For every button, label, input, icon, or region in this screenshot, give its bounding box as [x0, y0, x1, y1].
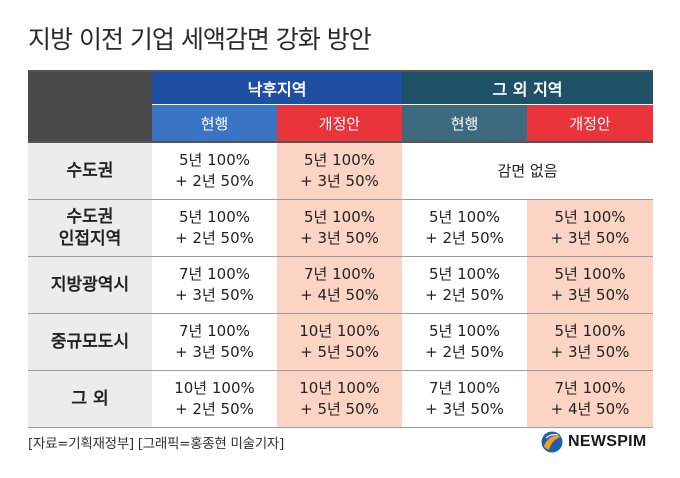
row-label: 수도권 — [28, 141, 152, 200]
cell-g1-current: 7년 100% + 3년 50% — [152, 313, 277, 371]
table-row: 수도권 5년 100% + 2년 50% 5년 100% + 3년 50% 감면 없… — [28, 141, 654, 200]
source-credit: [자료=기획재정부] [그래픽=홍종현 미술기자] — [28, 436, 284, 452]
top-rule — [28, 70, 653, 72]
cell-g1-current: 5년 100% + 2년 50% — [152, 141, 277, 200]
cell-g2-revised: 5년 100% + 3년 50% — [527, 256, 654, 314]
cell-g1-revised: 10년 100% + 5년 50% — [277, 313, 403, 371]
table-row: 그 외 10년 100% + 2년 50% 10년 100% + 5년 50% 7년… — [28, 370, 654, 428]
cell-g1-current: 7년 100% + 3년 50% — [152, 256, 277, 314]
table-row: 중규모도시 7년 100% + 3년 50% 10년 100% + 5년 50% 5… — [28, 313, 654, 371]
cell-g1-revised: 10년 100% + 5년 50% — [277, 370, 403, 428]
header-g2-revised: 개정안 — [527, 104, 654, 142]
newspim-logo: NEWSPIM — [540, 430, 647, 454]
cell-g2-current: 7년 100% + 3년 50% — [402, 370, 528, 428]
table-row: 수도권 인접지역 5년 100% + 2년 50% 5년 100% + 3년 50% … — [28, 199, 654, 257]
cell-g2-no-reduction: 감면 없음 — [402, 141, 654, 200]
page-title: 지방 이전 기업 세액감면 강화 방안 — [28, 25, 372, 54]
cell-g2-revised: 7년 100% + 4년 50% — [527, 370, 654, 428]
tax-reduction-table: 낙후지역 그 외 지역 현행 개정안 현행 개정안 수도권 5년 100% + 2… — [28, 72, 654, 428]
cell-g2-revised: 5년 100% + 3년 50% — [527, 199, 654, 257]
row-label: 그 외 — [28, 370, 152, 428]
table-row: 지방광역시 7년 100% + 3년 50% 7년 100% + 4년 50% 5년… — [28, 256, 654, 314]
cell-g1-current: 10년 100% + 2년 50% — [152, 370, 277, 428]
header-corner — [28, 72, 152, 142]
row-label: 중규모도시 — [28, 313, 152, 371]
cell-g2-revised: 5년 100% + 3년 50% — [527, 313, 654, 371]
cell-g2-current: 5년 100% + 2년 50% — [402, 313, 528, 371]
cell-g2-current: 5년 100% + 2년 50% — [402, 256, 528, 314]
cell-g1-current: 5년 100% + 2년 50% — [152, 199, 277, 257]
cell-g2-current: 5년 100% + 2년 50% — [402, 199, 528, 257]
header-group-underdeveloped: 낙후지역 — [152, 72, 403, 105]
header-g2-current: 현행 — [402, 104, 528, 142]
newspim-globe-icon — [541, 431, 563, 453]
row-label: 지방광역시 — [28, 256, 152, 314]
cell-g1-revised: 7년 100% + 4년 50% — [277, 256, 403, 314]
cell-g1-revised: 5년 100% + 3년 50% — [277, 199, 403, 257]
logo-text: NEWSPIM — [568, 433, 647, 450]
header-g1-current: 현행 — [152, 104, 277, 142]
cell-g1-revised: 5년 100% + 3년 50% — [277, 141, 403, 200]
row-label: 수도권 인접지역 — [28, 199, 152, 257]
header-g1-revised: 개정안 — [277, 104, 403, 142]
header-group-other-regions: 그 외 지역 — [402, 72, 654, 105]
